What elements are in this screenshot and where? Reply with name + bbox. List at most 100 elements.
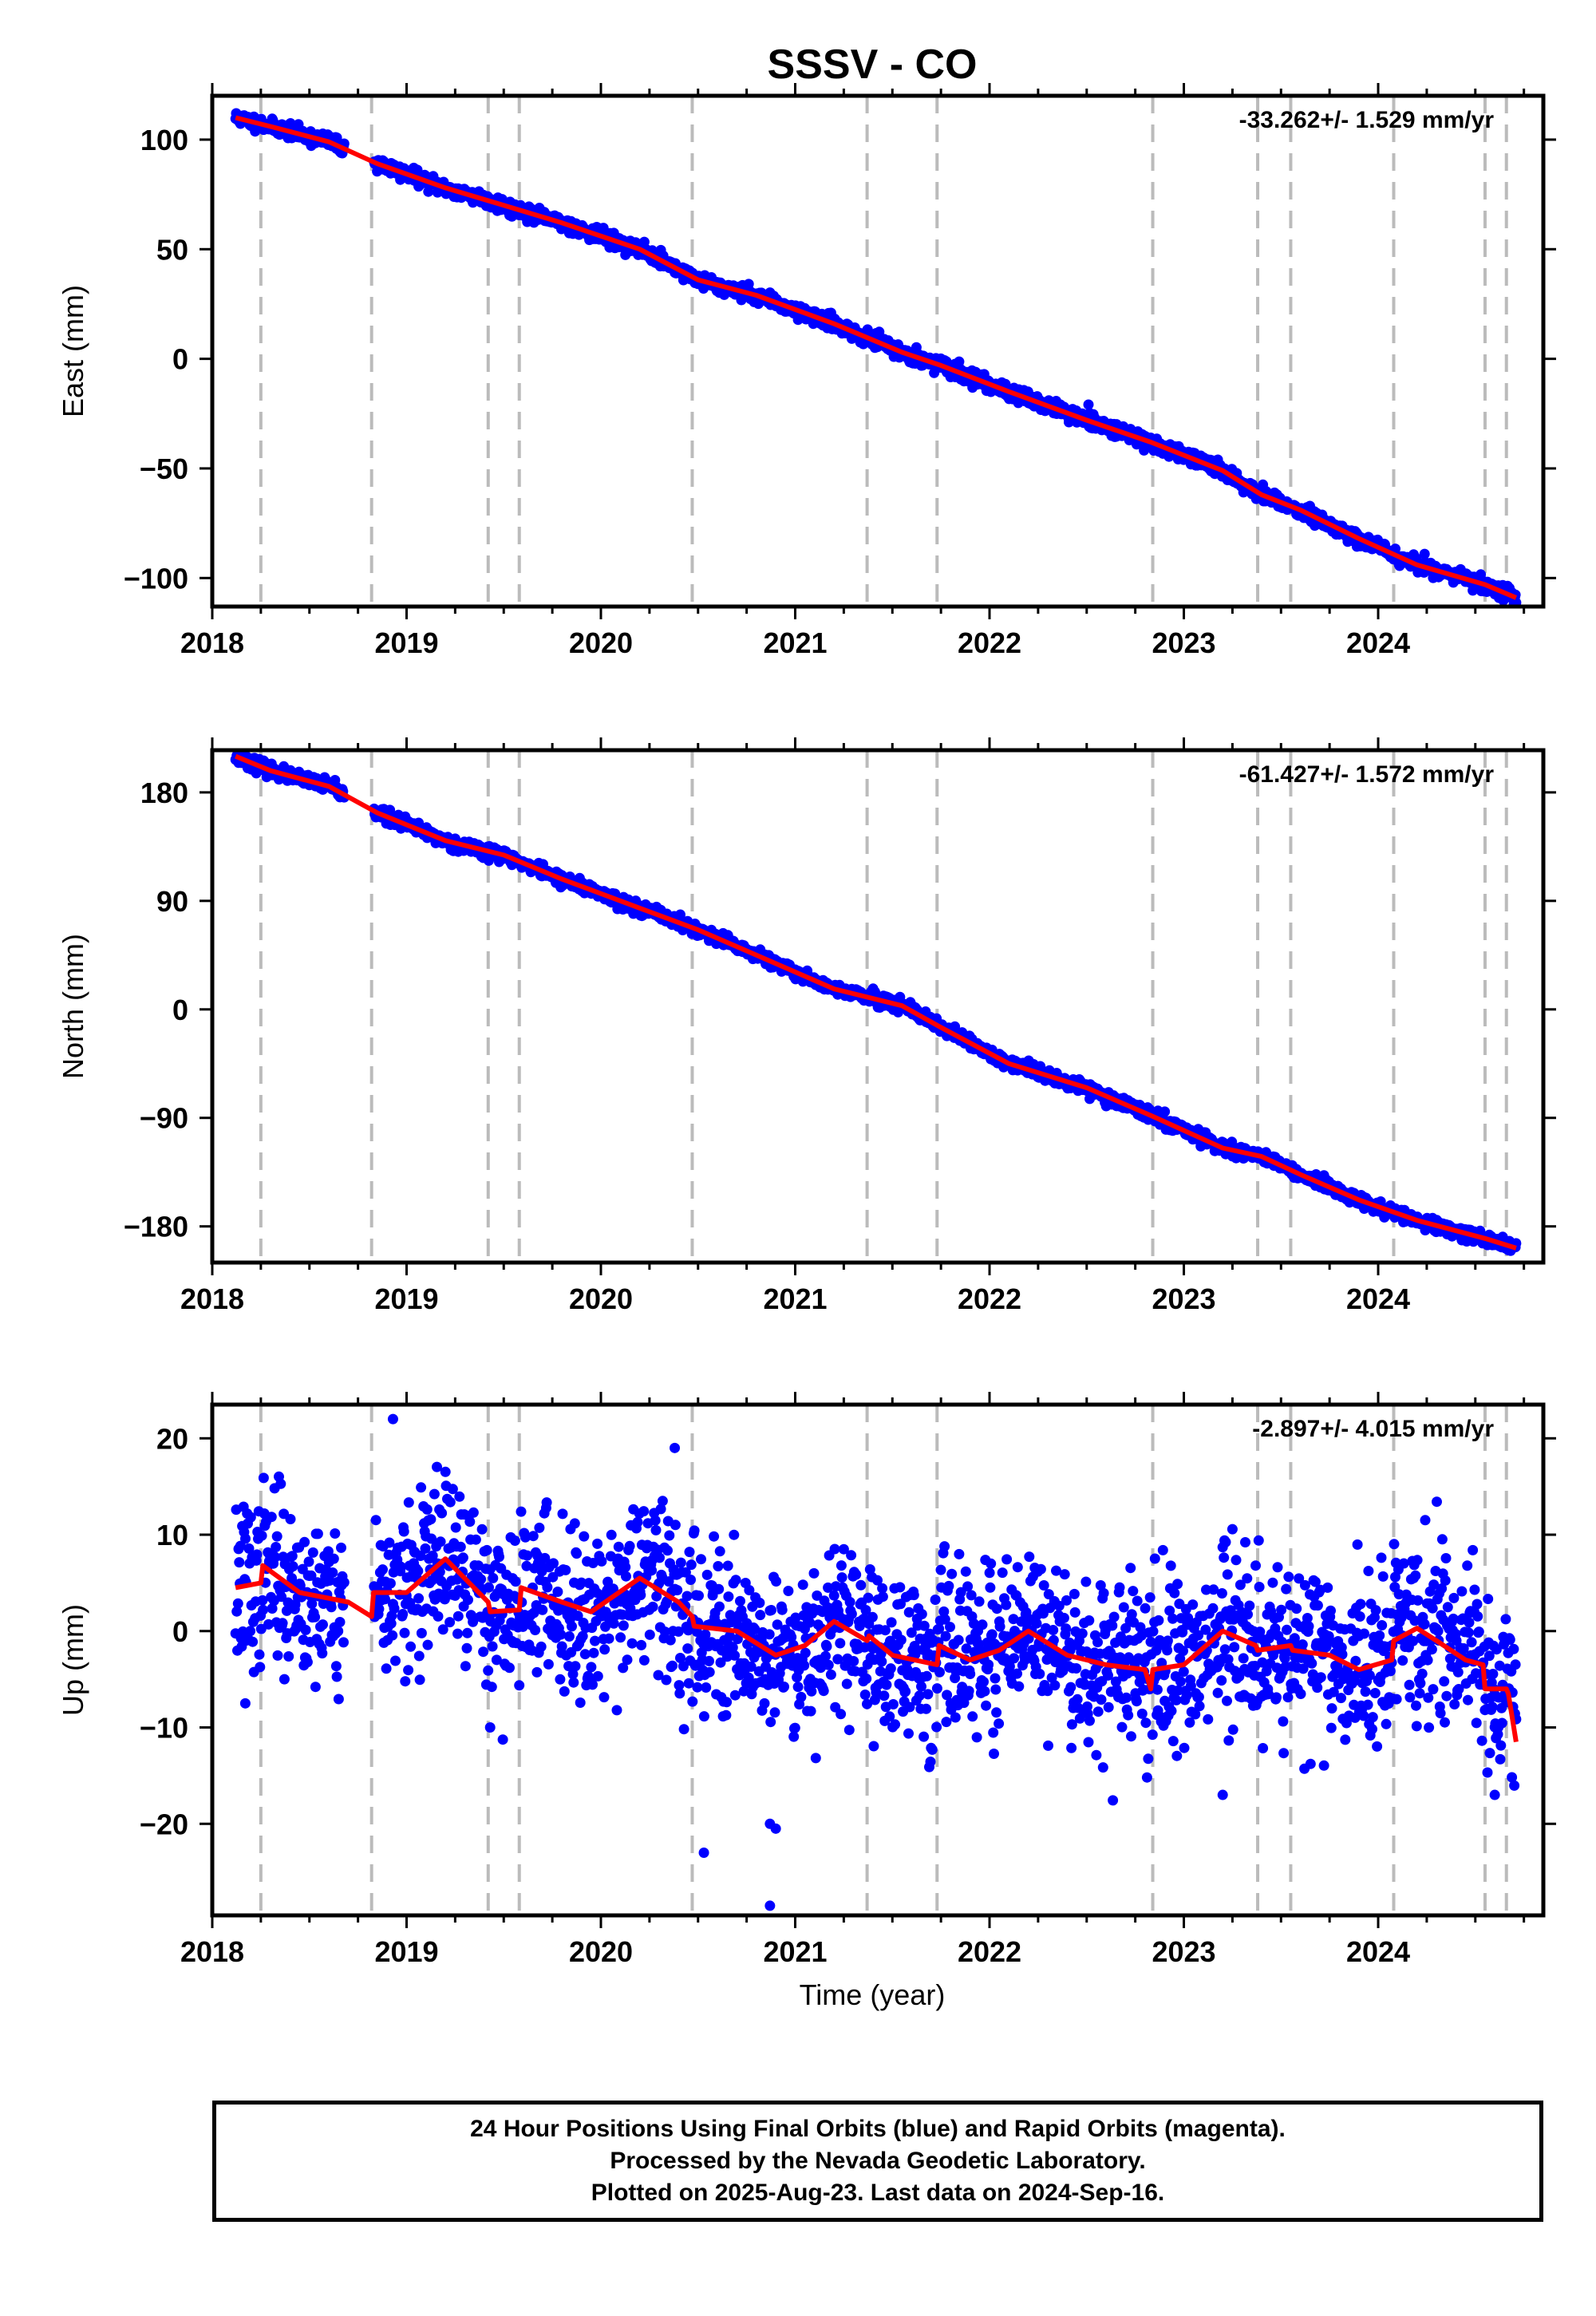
y-tick-label: −50 [140,453,188,485]
data-point [468,1616,479,1627]
y-tick-label: 0 [172,994,188,1026]
data-point [286,1573,298,1583]
data-point [638,1654,650,1666]
data-point [232,1598,243,1609]
data-point [615,1632,626,1643]
data-point [476,1524,488,1535]
data-point [270,1551,281,1563]
data-point [653,1670,664,1681]
y-tick-label: −180 [124,1211,188,1243]
plot-area [230,1405,1522,1915]
data-point [522,1550,533,1561]
data-point [576,1577,587,1588]
data-point [327,1567,338,1578]
data-point [555,1629,567,1640]
data-point [235,1540,246,1551]
data-point [405,1641,417,1652]
data-point [954,356,965,367]
data-point [400,1676,411,1687]
data-point [328,1553,339,1564]
x-tick-label: 2021 [763,626,827,659]
data-point [484,1582,494,1593]
data-point [381,1663,392,1674]
data-point [330,1661,342,1672]
x-tick-label: 2019 [374,1282,438,1315]
plot-area [230,750,1522,1263]
data-point [277,1618,288,1629]
data-point [234,1557,245,1568]
data-point [569,1518,580,1529]
data-point [338,1637,349,1648]
data-point [247,1636,259,1647]
data-point [644,1629,655,1640]
data-point [434,1567,445,1578]
data-point [255,1662,266,1673]
data-point [435,1536,446,1547]
data-point [535,1641,547,1652]
data-point [494,1551,504,1563]
data-point [322,1546,334,1557]
data-point [415,1551,426,1561]
panel-frame [210,93,1546,609]
data-point [517,1621,528,1632]
data-point [659,1626,670,1638]
data-point [330,1528,341,1539]
data-point [286,1551,298,1562]
data-point [310,1611,321,1622]
data-point [403,1497,414,1508]
data-point [306,1599,318,1610]
data-point [670,1520,681,1531]
data-point [310,1682,321,1693]
data-point [675,1653,685,1663]
data-point [521,1560,532,1571]
data-point [516,1506,527,1517]
data-point [504,1662,515,1674]
data-point [530,1625,541,1635]
data-point [557,1508,568,1520]
data-point [590,1635,600,1646]
x-tick-label: 2020 [569,626,633,659]
velocity-label: -61.427+/- 1.572 mm/yr [1239,761,1495,788]
data-point [620,1562,631,1573]
data-point [385,1618,397,1629]
data-point [646,1565,658,1576]
data-point [1419,548,1430,559]
data-point [650,1524,662,1535]
y-tick-label: 50 [156,233,188,266]
fit-line [235,753,1517,1251]
data-point [272,1650,283,1661]
y-axis-title: North (mm) [57,934,89,1079]
data-point [398,1526,409,1537]
data-point [575,1697,586,1708]
data-point [567,1669,579,1680]
data-point [556,1641,567,1652]
data-point [560,1564,571,1575]
data-point [476,1574,487,1585]
data-point [326,1602,337,1613]
data-point [395,1561,406,1572]
data-point [307,1547,318,1558]
data-point [333,1694,344,1705]
data-point [387,1630,398,1641]
x-tick-label: 2024 [1346,1282,1410,1315]
data-point [256,1530,267,1541]
data-point [497,1734,508,1745]
data-point [450,1522,461,1533]
data-point [454,1491,465,1502]
data-point [618,1662,629,1674]
data-point [534,1522,545,1533]
data-point [384,1537,395,1548]
data-point [399,1627,410,1638]
x-tick-label: 2021 [763,1282,827,1315]
data-point [603,1633,614,1644]
data-point [606,1529,617,1540]
data-point [599,1644,610,1655]
data-point [338,1577,350,1588]
data-point [390,1655,401,1666]
data-point [577,1630,588,1642]
data-point [425,1514,437,1525]
data-point [429,1488,440,1500]
data-point [541,1497,552,1508]
data-point [568,1677,579,1688]
y-tick-label: 100 [140,124,188,156]
